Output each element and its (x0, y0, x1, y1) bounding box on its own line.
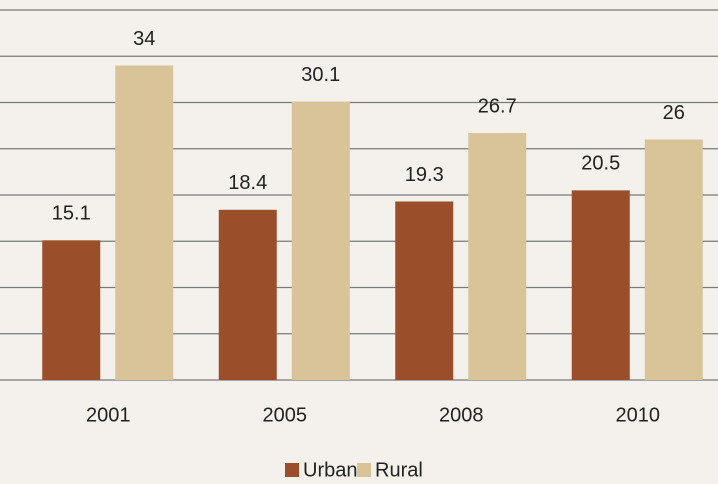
x-tick-label: 2008 (439, 404, 484, 426)
legend-swatch (357, 463, 371, 477)
x-tick-label: 2010 (616, 404, 661, 426)
data-label: 30.1 (301, 64, 340, 86)
bar (42, 240, 101, 380)
bar (468, 133, 527, 380)
legend-label: Rural (375, 459, 423, 481)
bar (291, 101, 350, 380)
legend-label: Urban (303, 459, 357, 481)
data-label: 34 (133, 28, 155, 50)
data-label: 19.3 (405, 164, 444, 186)
data-label: 20.5 (581, 153, 620, 175)
bar (571, 190, 630, 380)
x-tick-label: 2001 (86, 404, 131, 426)
legend-swatch (285, 463, 299, 477)
data-label: 18.4 (228, 172, 267, 194)
bar (218, 209, 277, 380)
bar (644, 139, 703, 380)
data-label: 15.1 (52, 203, 91, 225)
data-label: 26.7 (478, 95, 517, 117)
bar (395, 201, 454, 380)
data-label: 26 (663, 102, 685, 124)
x-tick-label: 2005 (263, 404, 308, 426)
bar (115, 65, 174, 380)
